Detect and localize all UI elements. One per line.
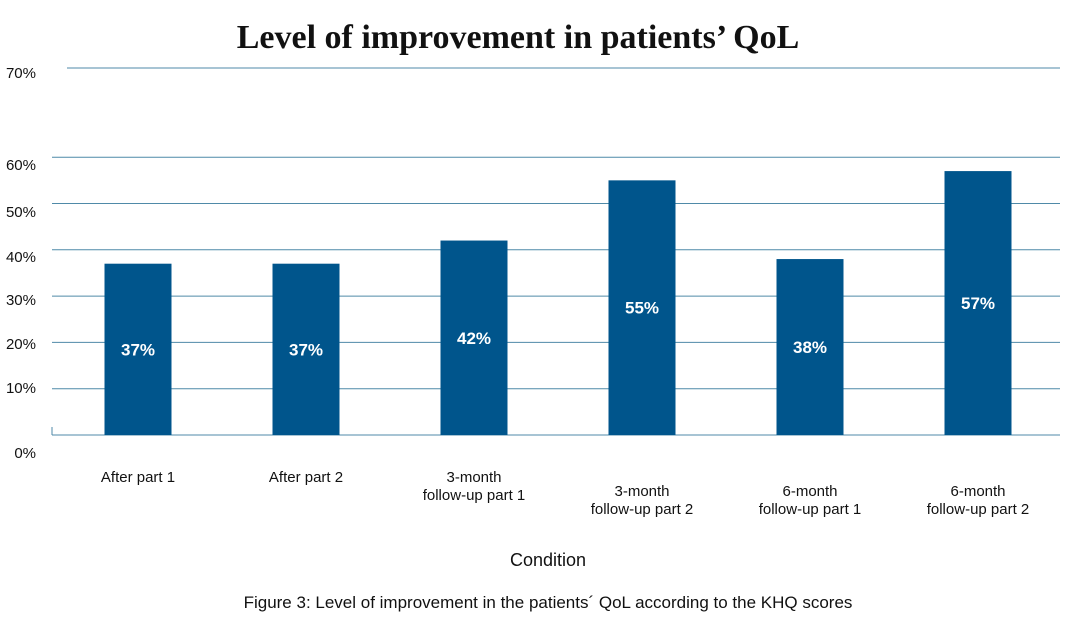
bar-6 bbox=[944, 171, 1012, 435]
bar-1 bbox=[104, 263, 172, 435]
chart-title: Level of improvement in patients’ QoL bbox=[237, 19, 800, 56]
data-labels: 37% 37% 42% 55% 38% 57% bbox=[121, 294, 995, 359]
data-label-5: 38% bbox=[793, 338, 827, 357]
y-axis-tick-labels: 0% 10% 20% 30% 40% 50% 60% 70% bbox=[6, 65, 36, 462]
data-label-3: 42% bbox=[457, 329, 491, 348]
y-tick-label-10: 10% bbox=[6, 380, 36, 397]
data-label-2: 37% bbox=[289, 340, 323, 359]
category-label-6: 6-month follow-up part 2 bbox=[927, 483, 1030, 518]
bar-2 bbox=[272, 263, 340, 435]
data-label-6: 57% bbox=[961, 294, 995, 313]
bar-5 bbox=[776, 259, 844, 435]
data-label-4: 55% bbox=[625, 299, 659, 318]
y-tick-label-40: 40% bbox=[6, 249, 36, 266]
figure-caption: Figure 3: Level of improvement in the pa… bbox=[244, 593, 853, 612]
bar-4 bbox=[608, 180, 676, 435]
category-label-4: 3-month follow-up part 2 bbox=[591, 483, 694, 518]
category-label-2: After part 2 bbox=[269, 469, 343, 486]
category-label-3: 3-month follow-up part 1 bbox=[423, 469, 526, 504]
y-tick-label-20: 20% bbox=[6, 336, 36, 353]
x-axis-category-labels: After part 1 After part 2 3-month follow-up… bbox=[101, 469, 1029, 518]
y-tick-label-0: 0% bbox=[14, 445, 36, 462]
category-label-1: After part 1 bbox=[101, 469, 175, 486]
y-tick-label-60: 60% bbox=[6, 157, 36, 174]
bar-3 bbox=[440, 240, 508, 435]
data-label-1: 37% bbox=[121, 340, 155, 359]
bars bbox=[104, 171, 1012, 435]
x-axis-label: Condition bbox=[510, 550, 586, 570]
gridlines bbox=[51, 67, 1060, 436]
category-label-5: 6-month follow-up part 1 bbox=[759, 483, 862, 518]
y-tick-label-50: 50% bbox=[6, 204, 36, 221]
y-tick-label-30: 30% bbox=[6, 292, 36, 309]
y-tick-label-70: 70% bbox=[6, 65, 36, 82]
